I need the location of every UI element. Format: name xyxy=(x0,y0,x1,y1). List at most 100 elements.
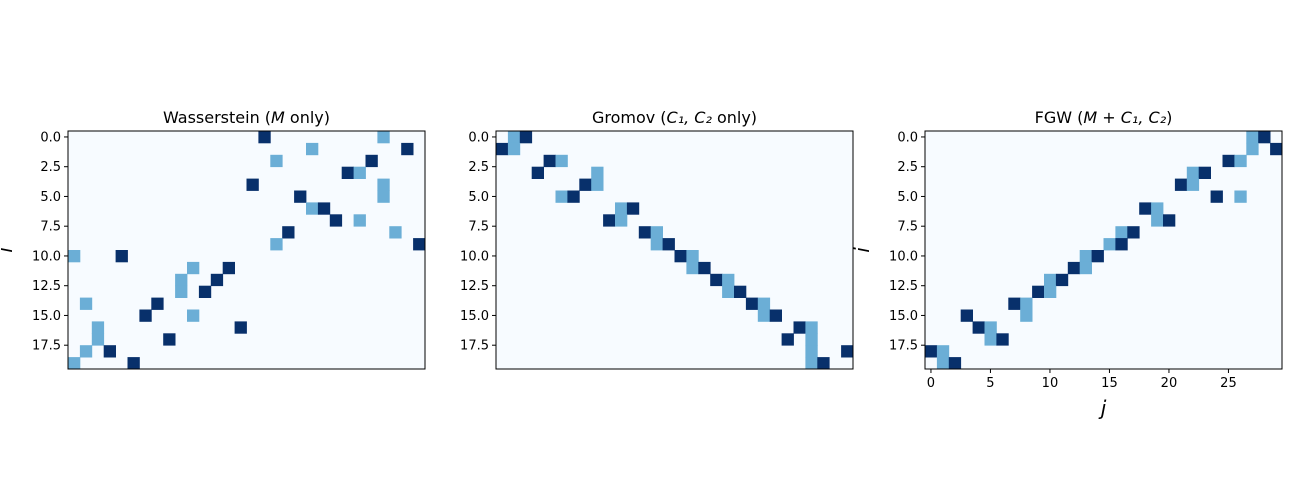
heatmap-cell xyxy=(805,345,818,358)
heatmap-cell xyxy=(294,190,307,203)
y-axis-label: i xyxy=(850,247,874,253)
heatmap-cell xyxy=(591,166,604,179)
heatmap-cell xyxy=(841,345,854,358)
heatmap-cell xyxy=(127,357,140,370)
heatmap-cell xyxy=(626,202,640,215)
heatmap-cell xyxy=(805,321,818,334)
heatmap-cell xyxy=(722,273,735,287)
y-tick-label: 15.0 xyxy=(889,309,918,324)
heatmap-cell xyxy=(234,321,247,334)
heatmap-cell xyxy=(1258,131,1271,144)
heatmap-cell xyxy=(79,297,93,310)
heatmap-cell xyxy=(579,178,592,191)
heatmap-cell xyxy=(1139,202,1152,215)
heatmap-cell xyxy=(187,261,200,275)
heatmap-cell xyxy=(507,142,521,156)
heatmap-cell xyxy=(68,250,81,263)
x-tick-label: 10 xyxy=(1042,376,1059,391)
heatmap-cell xyxy=(1234,154,1247,168)
heatmap-cell xyxy=(603,214,616,227)
heatmap-panel-3: FGW (M + C₁, C₂) 0.0 2.5 5.0 7.5 10.0 12.5 15.0… xyxy=(850,108,1283,420)
heatmap-panel-2: Gromov (C₁, C₂ only) 0.0 2.5 5.0 7.5 10.0 12.5… xyxy=(460,108,854,370)
heatmap-cell xyxy=(1246,142,1259,156)
axes-frame xyxy=(924,130,1283,370)
heatmap-cell xyxy=(615,214,628,227)
y-tick-label: 0.0 xyxy=(897,130,918,145)
heatmap-cell xyxy=(531,166,544,179)
y-tick-label: 5.0 xyxy=(897,190,918,205)
heatmap-cell xyxy=(1103,238,1116,251)
heatmap-cell xyxy=(1270,142,1283,156)
heatmap-cell xyxy=(187,309,200,322)
heatmap-cell xyxy=(1222,154,1235,168)
heatmap-cell xyxy=(198,285,212,298)
heatmap-cell xyxy=(258,131,271,144)
y-tick-label: 17.5 xyxy=(460,339,489,354)
y-tick-label: 17.5 xyxy=(32,339,61,354)
heatmap-cell xyxy=(591,178,604,191)
heatmap-cell xyxy=(757,309,771,322)
heatmap-cell xyxy=(817,357,830,370)
y-tick-label: 0.0 xyxy=(468,130,489,145)
heatmap-cell xyxy=(984,333,997,346)
heatmap-cell xyxy=(662,238,675,251)
heatmap-cell xyxy=(1044,285,1057,298)
heatmap-cell xyxy=(91,321,105,334)
y-tick-label: 2.5 xyxy=(468,160,489,175)
y-tick-label: 7.5 xyxy=(468,220,489,235)
heatmap-cell xyxy=(1115,238,1128,251)
heatmap-cell xyxy=(936,345,950,358)
heatmap-cell xyxy=(496,142,509,156)
y-axis-label: i xyxy=(0,247,17,253)
heatmap-cell xyxy=(1198,166,1211,179)
heatmap-cell xyxy=(972,321,985,334)
heatmap-cell xyxy=(270,154,283,168)
y-tick-label: 12.5 xyxy=(889,279,918,294)
x-axis-label: j xyxy=(1098,396,1107,420)
heatmap-cell xyxy=(79,345,93,358)
y-tick-label: 12.5 xyxy=(460,279,489,294)
heatmap-cell xyxy=(686,250,699,263)
heatmap-cell xyxy=(341,166,354,179)
heatmap-cell xyxy=(377,131,390,144)
y-tick-label: 17.5 xyxy=(889,339,918,354)
heatmap-cell xyxy=(781,333,794,346)
y-tick-label: 15.0 xyxy=(460,309,489,324)
heatmap-cell xyxy=(353,166,366,179)
heatmap-cell xyxy=(960,309,973,322)
heatmap-cell xyxy=(246,178,259,191)
heatmap-cell xyxy=(317,202,331,215)
heatmap-cell xyxy=(413,238,426,251)
heatmap-cell xyxy=(507,131,521,144)
heatmap-cell xyxy=(306,142,319,156)
heatmap-cell xyxy=(769,309,782,322)
heatmap-cell xyxy=(1151,202,1164,215)
heatmap-cell xyxy=(996,333,1009,346)
y-tick-label: 12.5 xyxy=(32,279,61,294)
y-tick-label: 10.0 xyxy=(889,249,918,264)
heatmap-cell xyxy=(1163,214,1176,227)
heatmap-cell xyxy=(1186,178,1200,191)
heatmap-cell xyxy=(710,273,723,287)
y-tick-label: 0.0 xyxy=(40,130,61,145)
y-tick-label: 5.0 xyxy=(40,190,61,205)
heatmap-cell xyxy=(389,226,402,239)
y-tick-label: 7.5 xyxy=(897,220,918,235)
heatmap-cell xyxy=(1210,190,1223,203)
heatmap-cell xyxy=(650,238,663,251)
x-tick-label: 0 xyxy=(927,376,935,391)
heatmap-cell xyxy=(555,154,568,168)
heatmap-cell xyxy=(1127,226,1140,239)
heatmap-cell xyxy=(175,285,188,298)
heatmap-cell xyxy=(1020,297,1033,310)
heatmap-cell xyxy=(91,333,105,346)
heatmap-cell xyxy=(805,357,818,370)
heatmap-cell xyxy=(139,309,152,322)
heatmap-cell xyxy=(68,357,81,370)
heatmap-cell xyxy=(210,273,224,287)
heatmap-cell xyxy=(222,261,235,275)
y-tick-label: 10.0 xyxy=(460,249,489,264)
axes-frame xyxy=(67,130,426,370)
heatmap-cell xyxy=(793,321,806,334)
